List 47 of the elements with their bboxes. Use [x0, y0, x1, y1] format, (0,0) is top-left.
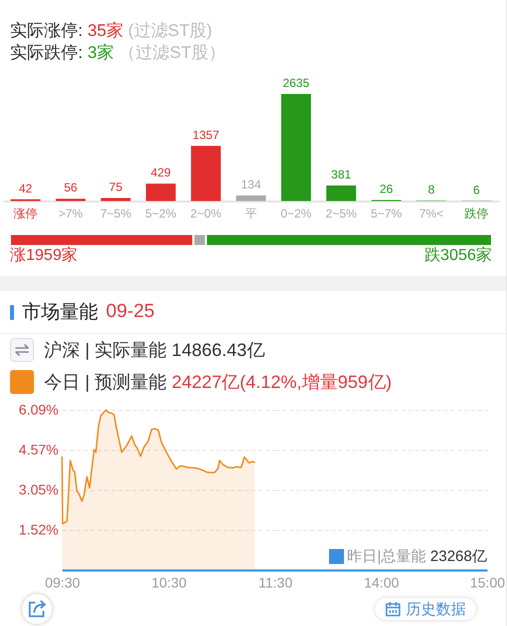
legend-label: 今日 | 预测量能 24227亿(4.12%,增量959亿) [44, 372, 392, 392]
x-tick-label: 平 [245, 206, 257, 220]
x-tick-label: 10:30 [151, 574, 187, 590]
text: 实际跌停: 3家 （过滤ST股） [10, 43, 226, 62]
text: 沪深 | 实际量能 14866.43亿 [44, 339, 265, 362]
y-tick-label: 3.05% [18, 481, 58, 498]
bar [146, 184, 176, 201]
data-label: 跌3056家 [424, 246, 492, 264]
x-tick-label: 15:00 [470, 574, 506, 590]
data-label: 429 [150, 166, 172, 180]
data-label: 8 [428, 182, 436, 197]
data-label: 2635 [282, 76, 310, 90]
text: 实际涨停: 35家 (过滤ST股) [10, 21, 212, 40]
x-tick-label: 7%< [419, 206, 444, 220]
y-tick-label: 1.52% [18, 522, 58, 538]
data-label: 42 [18, 181, 33, 196]
chart-subtitle: 09-25 [106, 301, 155, 323]
y-tick-label: 4.57% [18, 441, 58, 458]
chart-title: 市场量能 [22, 301, 98, 325]
bar [236, 196, 266, 201]
data-label: 6 [473, 182, 480, 197]
data-label: 56 [64, 180, 78, 195]
x-tick-label: 11:30 [258, 574, 293, 590]
bar [100, 198, 131, 201]
x-tick-label: 5~2% [145, 206, 177, 220]
x-tick-label: 2~0% [190, 206, 222, 220]
x-tick-label: 14:00 [364, 574, 400, 590]
bar [191, 146, 221, 201]
x-tick-label: >7% [58, 206, 84, 220]
bar [281, 94, 311, 201]
x-tick-label: 7~5% [100, 206, 132, 220]
annotation: 昨日|总量能 23268亿 [347, 548, 487, 565]
pill-button: 历史数据 [375, 598, 476, 620]
x-tick-label: 0~2% [280, 206, 312, 220]
data-label: 75 [109, 180, 123, 194]
x-tick-label: 涨停 [14, 206, 38, 220]
data-label: 26 [380, 182, 394, 196]
y-tick-label: 6.09% [18, 402, 58, 418]
data-label: 381 [331, 168, 352, 182]
data-label: 134 [240, 178, 262, 192]
x-tick-label: 跌停 [464, 206, 488, 220]
x-tick-label: 2~5% [326, 206, 358, 220]
data-label: 涨1959家 [10, 246, 78, 264]
bar [326, 186, 356, 201]
x-tick-label: 09:30 [44, 574, 80, 590]
data-label: 1357 [192, 128, 220, 142]
x-tick-label: 5~7% [370, 206, 402, 220]
